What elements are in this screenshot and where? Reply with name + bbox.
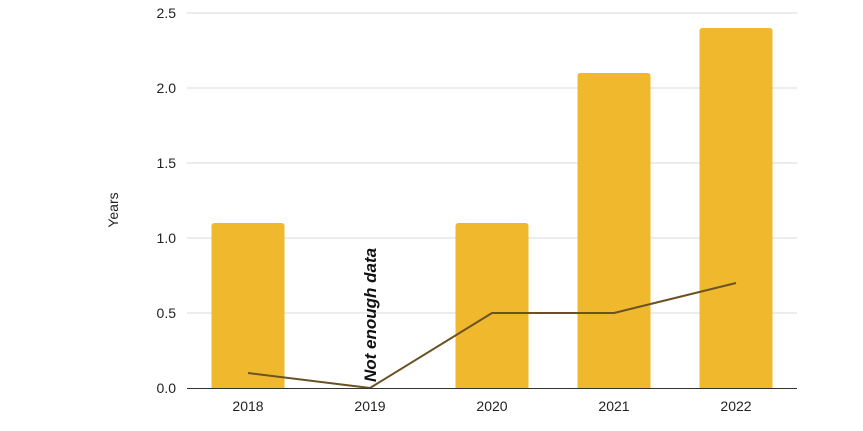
x-tick-label: 2018 — [232, 398, 263, 414]
x-tick-label: 2020 — [476, 398, 507, 414]
x-tick-labels: 2018 2019 2020 2021 2022 — [232, 398, 751, 414]
annotations: Not enough data — [361, 248, 380, 382]
y-tick-label: 1.0 — [157, 230, 177, 246]
x-tick-label: 2022 — [720, 398, 751, 414]
y-tick-labels: 0.0 0.5 1.0 1.5 2.0 2.5 — [157, 5, 177, 396]
y-tick-label: 2.0 — [157, 80, 177, 96]
annotation-not-enough-data: Not enough data — [361, 248, 380, 382]
bar-series — [212, 28, 773, 388]
bar-2021 — [578, 73, 651, 388]
y-tick-label: 2.5 — [157, 5, 177, 21]
y-tick-label: 1.5 — [157, 155, 177, 171]
y-tick-label: 0.0 — [157, 380, 177, 396]
y-tick-label: 0.5 — [157, 305, 177, 321]
bar-2022 — [700, 28, 773, 388]
x-tick-label: 2021 — [598, 398, 629, 414]
y-axis-label: Years — [105, 192, 121, 227]
bar-2020 — [456, 223, 529, 388]
bar-2018 — [212, 223, 285, 388]
x-tick-label: 2019 — [354, 398, 385, 414]
